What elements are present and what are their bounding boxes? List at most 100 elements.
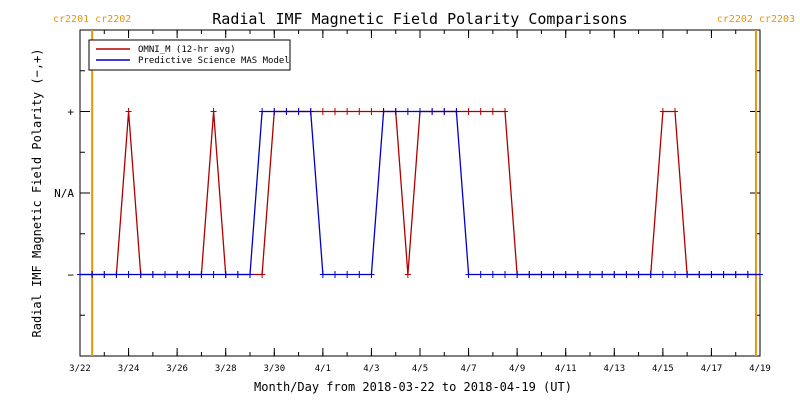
data-point: [599, 271, 606, 278]
data-point: [77, 271, 83, 278]
x-tick-label: 4/17: [701, 364, 723, 374]
data-point: [307, 108, 314, 115]
x-tick-label: 3/28: [215, 364, 237, 374]
data-point: [659, 108, 666, 115]
data-point: [356, 271, 363, 278]
data-point: [137, 271, 144, 278]
data-point: [708, 271, 715, 278]
y-tick-label: +: [67, 106, 74, 119]
legend-entry: OMNI_M (12-hr avg): [138, 45, 236, 55]
legend-entry: Predictive Science MAS Model: [138, 56, 290, 66]
x-tick-label: 4/13: [603, 364, 625, 374]
data-point: [526, 271, 533, 278]
data-point: [222, 271, 229, 278]
data-point: [684, 271, 691, 278]
x-tick-label: 4/15: [652, 364, 674, 374]
series-layer: [77, 108, 763, 278]
series-line: [80, 110, 760, 276]
data-point: [732, 271, 739, 278]
data-point: [562, 271, 569, 278]
data-point: [319, 108, 326, 115]
data-point: [502, 271, 508, 278]
data-point: [514, 271, 521, 278]
data-point: [465, 108, 472, 115]
legend-box: [88, 39, 291, 71]
data-point: [332, 271, 338, 278]
data-point: [550, 271, 557, 278]
x-tick-label: 4/19: [749, 364, 771, 374]
plot-frame: [79, 29, 761, 357]
x-tick-label: 3/22: [69, 364, 91, 374]
data-point: [465, 271, 472, 278]
data-point: [101, 271, 108, 278]
data-point: [198, 271, 205, 278]
data-point: [356, 108, 363, 115]
data-point: [453, 108, 460, 115]
x-tick-label: 4/11: [555, 364, 577, 374]
data-point: [417, 108, 423, 115]
carrington-label: cr2201 cr2202: [53, 14, 131, 25]
data-point: [392, 108, 399, 115]
data-point: [259, 108, 266, 115]
carrington-label: cr2202 cr2203: [717, 14, 795, 25]
data-point: [647, 271, 654, 278]
y-tick-label: −: [67, 269, 74, 282]
data-point: [489, 271, 496, 278]
data-point: [259, 271, 266, 278]
data-point: [210, 108, 217, 115]
y-axis-label: Radial IMF Magnetic Field Polarity (−,+): [30, 49, 44, 338]
data-point: [538, 271, 545, 278]
data-point: [672, 271, 678, 278]
data-point: [404, 108, 411, 115]
data-point: [162, 271, 168, 278]
data-point: [295, 108, 302, 115]
data-point: [332, 108, 338, 115]
data-point: [477, 108, 484, 115]
x-tick-label: 3/26: [166, 364, 188, 374]
data-point: [672, 108, 678, 115]
data-point: [659, 271, 666, 278]
data-point: [574, 271, 581, 278]
x-axis-label: Month/Day from 2018-03-22 to 2018-04-19 …: [254, 380, 572, 394]
data-point: [174, 271, 181, 278]
data-point: [623, 271, 630, 278]
data-point: [635, 271, 642, 278]
y-tick-label: N/A: [54, 187, 74, 200]
data-point: [125, 271, 132, 278]
data-point: [234, 271, 241, 278]
data-point: [271, 108, 278, 115]
data-point: [368, 108, 375, 115]
x-tick-label: 4/3: [363, 364, 379, 374]
data-point: [89, 271, 96, 278]
data-point: [368, 271, 375, 278]
x-tick-label: 4/7: [460, 364, 476, 374]
data-point: [149, 271, 156, 278]
y-axis-ticks: − N/A +: [54, 29, 760, 357]
series-omni: [77, 108, 763, 278]
data-point: [380, 108, 387, 115]
data-point: [247, 271, 253, 278]
data-point: [502, 108, 508, 115]
plot-border: [79, 29, 761, 357]
data-point: [319, 271, 326, 278]
x-tick-label: 4/1: [315, 364, 331, 374]
x-tick-label: 4/9: [509, 364, 525, 374]
data-point: [757, 271, 763, 278]
x-tick-label: 3/30: [263, 364, 285, 374]
x-tick-label: 4/5: [412, 364, 428, 374]
data-point: [696, 271, 703, 278]
data-point: [210, 271, 217, 278]
data-point: [720, 271, 727, 278]
data-point: [477, 271, 484, 278]
data-point: [344, 271, 351, 278]
data-point: [744, 271, 751, 278]
data-point: [489, 108, 496, 115]
legend: OMNI_M (12-hr avg)Predictive Science MAS…: [88, 39, 291, 71]
series-mas: [77, 108, 763, 278]
data-point: [611, 271, 618, 278]
data-point: [429, 108, 436, 115]
x-axis-ticks: 3/22 3/24 3/26 3/28 3/30 4/1 4/3 4/5 4/7 4/9 4/11 4…: [69, 30, 771, 374]
data-point: [441, 108, 448, 115]
